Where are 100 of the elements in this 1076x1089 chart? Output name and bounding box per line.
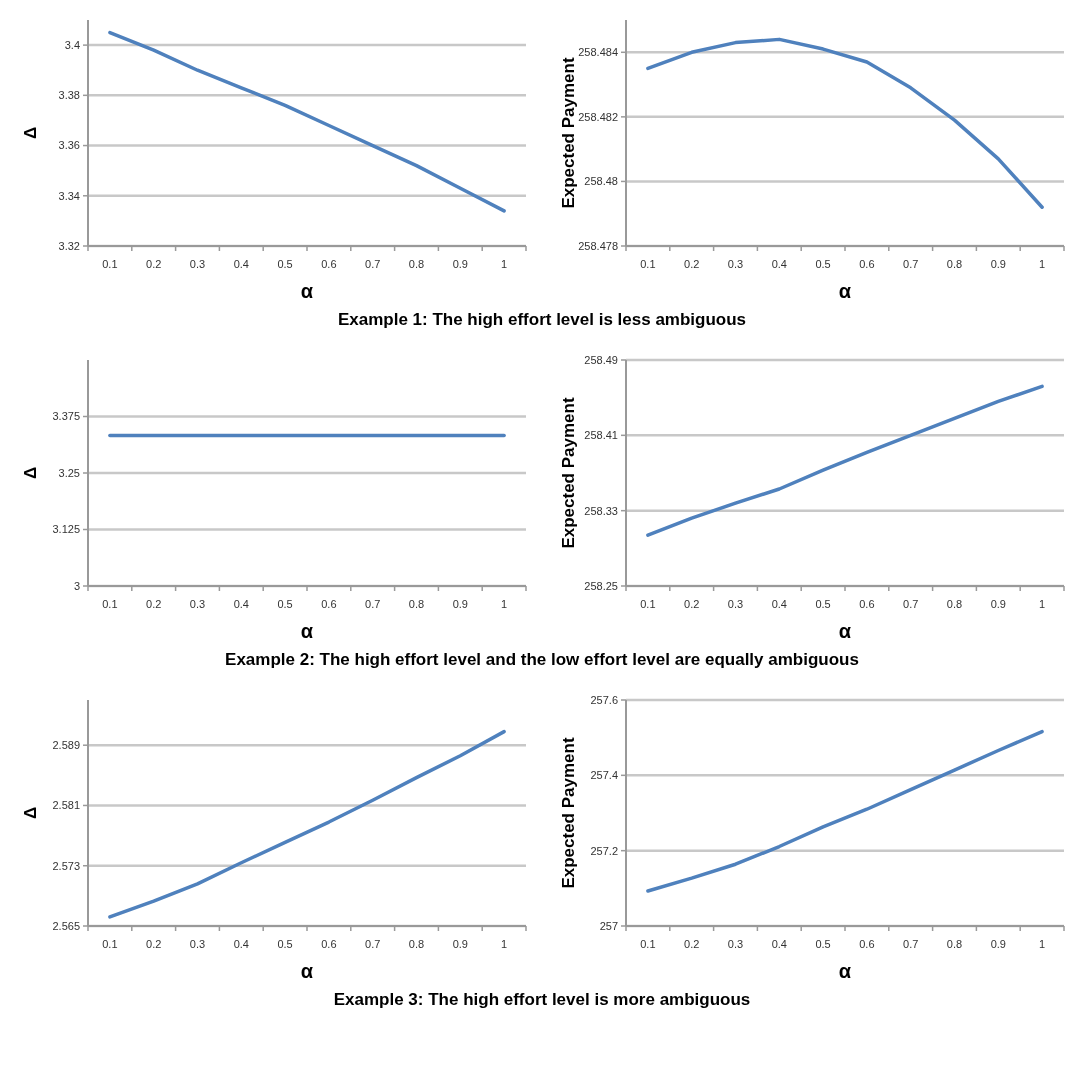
x-tick-label: 0.2 — [684, 258, 700, 270]
x-tick-label: 1 — [1039, 598, 1046, 610]
y-tick-label: 3.375 — [52, 410, 80, 423]
x-tick-label: 0.8 — [408, 598, 425, 610]
y-tick-label: 257.4 — [590, 769, 618, 782]
x-tick-label: 1 — [501, 938, 508, 950]
x-tick-label: 0.9 — [452, 598, 468, 610]
y-tick-label: 258.482 — [578, 110, 618, 123]
line-series — [646, 37, 1044, 210]
x-tick-label: 0.8 — [408, 938, 425, 950]
text: Example 1: The high effort level is less ambiguous — [336, 310, 748, 330]
x-axis-title: α — [838, 620, 852, 642]
line-series — [108, 30, 506, 213]
y-tick-label: 3.36 — [58, 139, 80, 152]
y-tick-label: 2.589 — [52, 739, 80, 752]
x-tick-label: 0.9 — [990, 258, 1006, 270]
y-axis-title: Expected Payment — [559, 737, 578, 889]
x-tick-label: 0.4 — [233, 938, 249, 950]
x-tick-label: 0.2 — [146, 598, 162, 610]
x-tick-label: 0.6 — [321, 938, 337, 950]
x-tick-label: 0.8 — [408, 258, 425, 270]
x-tick-label: 1 — [1039, 258, 1046, 270]
x-tick-label: 0.1 — [640, 938, 656, 950]
x-tick-label: 0.5 — [815, 598, 831, 610]
x-tick-label: 0.8 — [946, 598, 963, 610]
x-tick-label: 0.1 — [102, 258, 118, 270]
y-axis-title: Expected Payment — [559, 397, 578, 549]
x-tick-label: 1 — [501, 598, 508, 610]
x-tick-label: 0.4 — [771, 258, 787, 270]
x-tick-label: 0.8 — [946, 258, 963, 270]
y-tick-label: 258.478 — [578, 239, 618, 252]
x-tick-label: 0.5 — [277, 938, 293, 950]
y-tick-label: 3.125 — [52, 523, 80, 536]
x-axis-title: α — [300, 280, 314, 302]
x-tick-label: 0.9 — [452, 258, 468, 270]
x-tick-label: 0.9 — [990, 598, 1006, 610]
line-series — [108, 729, 506, 919]
x-tick-label: 0.4 — [233, 598, 249, 610]
y-axis-title: Δ — [21, 126, 40, 140]
x-tick-label: 0.7 — [903, 258, 919, 270]
x-tick-label: 0.7 — [903, 598, 919, 610]
x-tick-label: 0.1 — [640, 598, 656, 610]
x-tick-label: 0.7 — [365, 258, 381, 270]
y-tick-label: 258.33 — [584, 504, 618, 517]
y-tick-label: 3 — [73, 579, 80, 592]
x-tick-label: 0.3 — [727, 938, 744, 950]
y-tick-label: 3.32 — [58, 239, 80, 252]
y-tick-label: 3.4 — [64, 38, 80, 51]
y-tick-label: 257.6 — [590, 693, 618, 706]
x-tick-label: 0.6 — [321, 598, 337, 610]
x-tick-label: 0.3 — [727, 598, 744, 610]
y-tick-label: 258.48 — [584, 175, 618, 188]
y-tick-label: 2.573 — [52, 859, 80, 872]
x-tick-label: 0.5 — [815, 258, 831, 270]
x-axis-title: α — [838, 960, 852, 982]
x-tick-label: 0.6 — [321, 258, 337, 270]
x-tick-label: 0.3 — [189, 258, 206, 270]
y-tick-label: 3.34 — [58, 189, 80, 202]
y-tick-label: 3.25 — [58, 466, 80, 479]
x-tick-label: 0.3 — [727, 258, 744, 270]
x-axis-title: α — [300, 960, 314, 982]
y-tick-label: 257 — [599, 919, 618, 932]
x-tick-label: 0.1 — [102, 598, 118, 610]
x-tick-label: 0.1 — [640, 258, 656, 270]
y-tick-label: 257.2 — [590, 844, 618, 857]
x-tick-label: 1 — [501, 258, 508, 270]
x-tick-label: 0.4 — [771, 938, 787, 950]
x-tick-label: 0.6 — [859, 598, 875, 610]
text: Example 3: The high effort level is more ambiguous — [332, 990, 752, 1010]
x-tick-label: 0.7 — [365, 938, 381, 950]
y-tick-label: 258.25 — [584, 579, 618, 592]
x-tick-label: 0.8 — [946, 938, 963, 950]
x-tick-label: 0.2 — [146, 258, 162, 270]
y-tick-label: 258.49 — [584, 353, 618, 366]
x-tick-label: 0.7 — [903, 938, 919, 950]
y-tick-label: 2.565 — [52, 919, 80, 932]
x-tick-label: 0.3 — [189, 938, 206, 950]
x-tick-label: 0.9 — [452, 938, 468, 950]
x-tick-label: 0.9 — [990, 938, 1006, 950]
x-tick-label: 0.5 — [815, 938, 831, 950]
x-tick-label: 0.4 — [233, 258, 249, 270]
y-axis-title: Δ — [21, 806, 40, 820]
x-tick-label: 0.5 — [277, 598, 293, 610]
x-tick-label: 0.1 — [102, 938, 118, 950]
text: Example 2: The high effort level and the low effort level are equally ambiguous — [224, 650, 860, 670]
x-tick-label: 1 — [1039, 938, 1046, 950]
x-tick-label: 0.4 — [771, 598, 787, 610]
y-tick-label: 2.581 — [52, 799, 80, 812]
x-tick-label: 0.5 — [277, 258, 293, 270]
x-tick-label: 0.6 — [859, 938, 875, 950]
y-tick-label: 258.41 — [584, 429, 618, 442]
x-axis-title: α — [300, 620, 314, 642]
y-axis-title: Expected Payment — [559, 57, 578, 209]
y-tick-label: 258.484 — [578, 46, 618, 59]
x-tick-label: 0.6 — [859, 258, 875, 270]
line-series — [646, 729, 1044, 893]
y-tick-label: 3.38 — [58, 89, 80, 102]
y-axis-title: Δ — [21, 466, 40, 480]
x-tick-label: 0.2 — [146, 938, 162, 950]
x-axis-title: α — [838, 280, 852, 302]
